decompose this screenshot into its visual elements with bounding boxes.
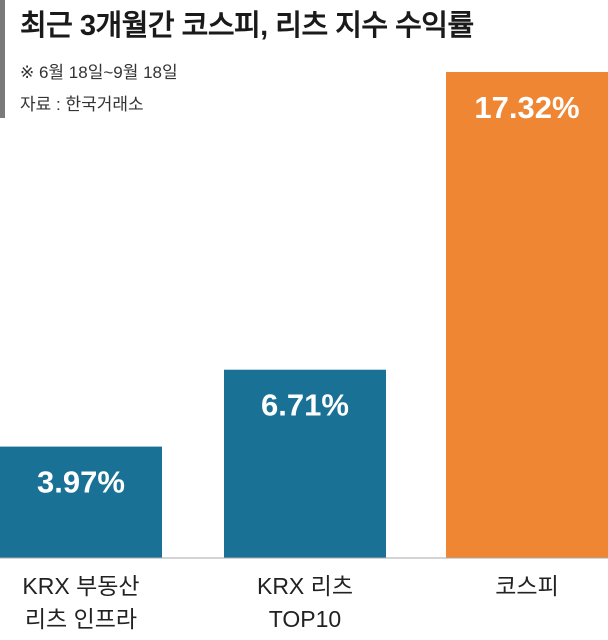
source-note: 자료 : 한국거래소 <box>20 95 144 114</box>
category-label-0-line-1: 리츠 인프라 <box>25 606 137 632</box>
bar-1 <box>224 369 386 558</box>
category-label-2-line-0: 코스피 <box>495 573 558 599</box>
bar-value-label-2: 17.32% <box>474 90 579 125</box>
period-note: ※ 6월 18일~9월 18일 <box>20 63 178 82</box>
bar-value-label-0: 3.97% <box>37 465 125 500</box>
bars-group <box>0 72 608 558</box>
bar-value-label-1: 6.71% <box>261 388 349 423</box>
bar-2 <box>446 72 608 558</box>
category-label-1-line-1: TOP10 <box>269 606 341 632</box>
category-label-1-line-0: KRX 리츠 <box>257 573 353 599</box>
value-labels-group: 3.97% 6.71% 17.32% <box>37 90 580 500</box>
bar-0 <box>0 446 162 558</box>
category-label-0-line-0: KRX 부동산 <box>22 573 139 599</box>
title-accent-bar <box>0 0 5 118</box>
chart-title: 최근 3개월간 코스피, 리츠 지수 수익률 <box>20 10 474 42</box>
